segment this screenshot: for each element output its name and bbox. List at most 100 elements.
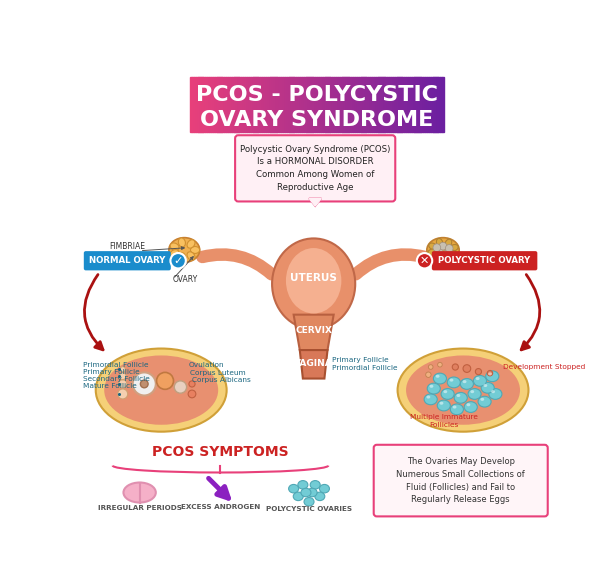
Circle shape [446, 245, 453, 252]
Bar [296, 76, 298, 132]
Bar [321, 76, 324, 132]
Bar [219, 76, 222, 132]
Bar [310, 76, 313, 132]
Ellipse shape [476, 377, 480, 380]
Bar [289, 76, 292, 132]
Bar [264, 76, 266, 132]
Bar [429, 76, 431, 132]
Bar [268, 76, 271, 132]
Bar [258, 76, 260, 132]
Text: POLYCYSTIC OVARIES: POLYCYSTIC OVARIES [266, 506, 352, 513]
Ellipse shape [488, 372, 492, 376]
Ellipse shape [170, 249, 179, 257]
Bar [425, 76, 427, 132]
Text: IRREGULAR PERIODS: IRREGULAR PERIODS [98, 505, 182, 511]
Bar [209, 76, 211, 132]
Polygon shape [300, 350, 327, 379]
Ellipse shape [304, 497, 314, 506]
Bar [283, 76, 285, 132]
Circle shape [476, 369, 482, 375]
Circle shape [119, 380, 127, 388]
FancyArrowPatch shape [203, 255, 272, 274]
Ellipse shape [430, 385, 433, 388]
Bar [397, 76, 400, 132]
Ellipse shape [272, 238, 355, 329]
Ellipse shape [450, 404, 463, 415]
Bar [419, 76, 421, 132]
Bar [285, 76, 288, 132]
Text: Polycystic Ovary Syndrome (PCOS)
Is a HORMONAL DISORDER
Common Among Women of
Re: Polycystic Ovary Syndrome (PCOS) Is a HO… [240, 145, 390, 192]
Ellipse shape [444, 390, 447, 393]
Bar [198, 76, 201, 132]
Bar [384, 76, 387, 132]
Text: Primordial Follicle: Primordial Follicle [332, 365, 398, 371]
Ellipse shape [298, 480, 308, 489]
Bar [410, 76, 412, 132]
Ellipse shape [454, 392, 468, 403]
Bar [401, 76, 404, 132]
Ellipse shape [187, 252, 195, 260]
Circle shape [140, 380, 148, 388]
Bar [329, 76, 332, 132]
Bar [387, 76, 389, 132]
Bar [374, 76, 376, 132]
Bar [297, 76, 300, 132]
Bar [277, 76, 279, 132]
Bar [239, 76, 241, 132]
Ellipse shape [486, 371, 499, 382]
Bar [389, 76, 391, 132]
Ellipse shape [460, 379, 474, 389]
Bar [365, 76, 368, 132]
Circle shape [443, 250, 450, 258]
Bar [336, 76, 338, 132]
Bar [223, 76, 226, 132]
Bar [348, 76, 351, 132]
FancyBboxPatch shape [432, 251, 537, 270]
Circle shape [133, 372, 156, 396]
Bar [399, 76, 402, 132]
Ellipse shape [439, 402, 444, 405]
Bar [213, 76, 215, 132]
Ellipse shape [319, 485, 329, 493]
Ellipse shape [170, 243, 179, 250]
Ellipse shape [433, 373, 447, 384]
Bar [266, 76, 269, 132]
Ellipse shape [441, 389, 454, 399]
Ellipse shape [449, 250, 457, 257]
Bar [272, 76, 275, 132]
Text: Ovulation: Ovulation [188, 362, 224, 368]
Bar [242, 76, 245, 132]
Text: Mature Follicle: Mature Follicle [83, 383, 136, 389]
Bar [287, 76, 289, 132]
Ellipse shape [315, 492, 325, 500]
Bar [319, 76, 321, 132]
Bar [291, 76, 294, 132]
Bar [371, 76, 375, 132]
Ellipse shape [429, 243, 437, 250]
Bar [308, 76, 311, 132]
Bar [438, 76, 440, 132]
Text: PCOS - POLYCYSTIC
OVARY SYNDROME: PCOS - POLYCYSTIC OVARY SYNDROME [196, 85, 438, 131]
Bar [245, 76, 247, 132]
Bar [327, 76, 330, 132]
Bar [251, 76, 253, 132]
Bar [408, 76, 410, 132]
Circle shape [433, 244, 441, 252]
Bar [270, 76, 273, 132]
Bar [427, 76, 430, 132]
Ellipse shape [293, 492, 304, 500]
Ellipse shape [453, 406, 457, 409]
Text: CERVIX: CERVIX [295, 326, 332, 335]
Ellipse shape [190, 246, 200, 253]
Ellipse shape [474, 376, 487, 386]
Bar [249, 76, 252, 132]
Ellipse shape [466, 403, 471, 406]
Bar [332, 76, 334, 132]
Bar [395, 76, 398, 132]
Ellipse shape [428, 249, 436, 255]
Circle shape [170, 253, 186, 269]
Bar [435, 76, 438, 132]
Ellipse shape [480, 398, 484, 401]
Bar [325, 76, 327, 132]
Text: Secondary Follicle: Secondary Follicle [83, 376, 149, 382]
